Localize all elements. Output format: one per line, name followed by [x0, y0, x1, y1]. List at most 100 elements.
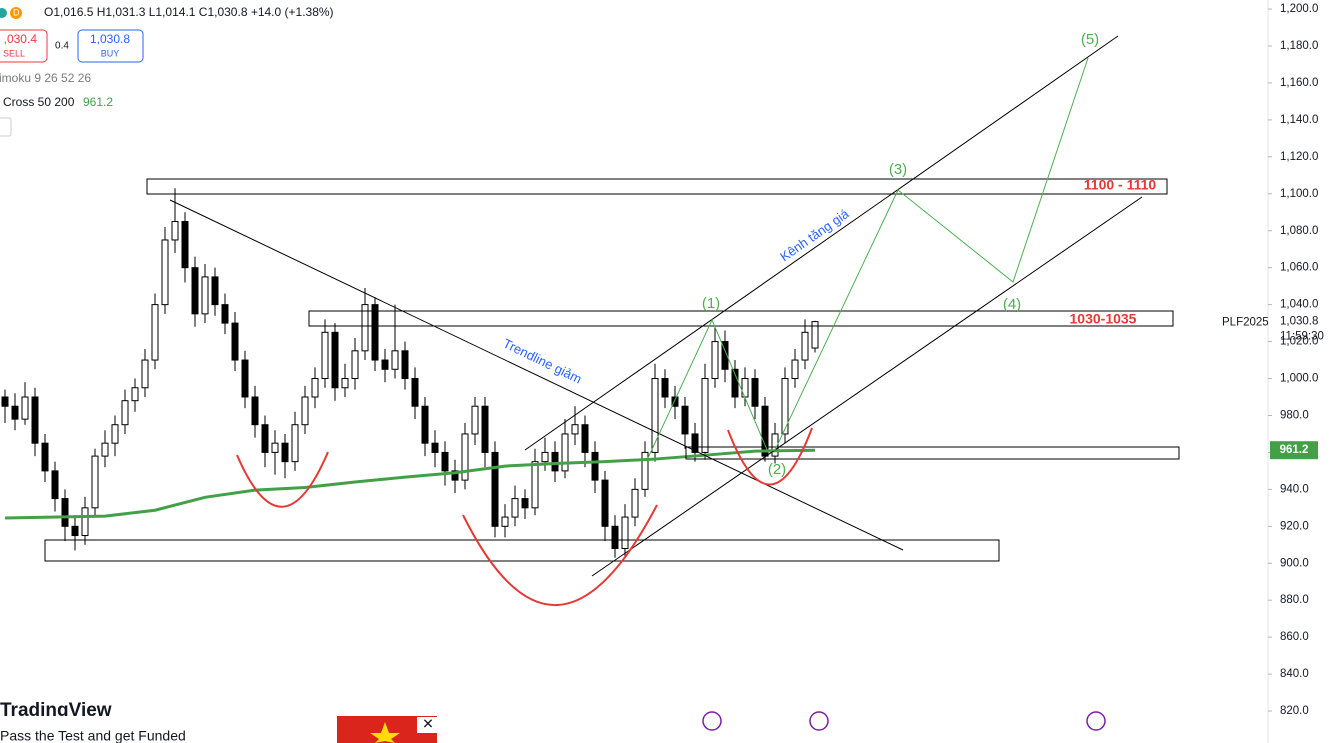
candle-body — [501, 516, 509, 527]
y-tick-label: 860.0 — [1280, 631, 1309, 643]
sell-label: SELL — [3, 48, 25, 58]
candle-body — [191, 267, 199, 315]
zone-label: 1100 - 1110 — [1084, 177, 1157, 193]
y-tick-label: 940.0 — [1280, 483, 1309, 495]
sell-button[interactable] — [0, 29, 48, 63]
event-icon[interactable] — [1086, 711, 1106, 731]
y-tick-label: 1,120.0 — [1280, 151, 1318, 163]
candle-body — [681, 405, 689, 435]
candle-body — [461, 433, 469, 481]
candle-body — [641, 451, 649, 490]
candle-body — [341, 378, 349, 389]
candle-body — [51, 470, 59, 500]
channel-label: Kênh tăng giá — [777, 206, 852, 265]
candle-body — [201, 276, 209, 315]
y-tick-label: 1,160.0 — [1280, 77, 1318, 89]
candle-body — [751, 378, 759, 407]
candle-body — [621, 516, 629, 549]
candle-body — [71, 525, 79, 537]
candle-body — [711, 341, 719, 380]
ma-tag-label: 961.2 — [1280, 444, 1309, 456]
y-tick-label: 1,000.0 — [1280, 373, 1318, 385]
candle-body — [531, 461, 539, 509]
candle-body — [811, 321, 819, 349]
candle-body — [651, 378, 659, 453]
candle-body — [1, 396, 9, 407]
candle-body — [571, 424, 579, 435]
candle-body — [381, 359, 389, 370]
candle-body — [331, 331, 339, 389]
wave — [647, 57, 1089, 459]
zone — [308, 310, 1174, 327]
wave-label: (2) — [768, 461, 786, 478]
close-icon: ✕ — [422, 716, 434, 732]
candle-body — [671, 396, 679, 407]
wave-label: (5) — [1081, 31, 1099, 48]
candle-body — [441, 451, 449, 472]
event-icon[interactable] — [809, 711, 829, 731]
candle-body — [91, 455, 99, 509]
candle-body — [281, 442, 289, 463]
candle-body — [481, 405, 489, 453]
candle-body — [391, 350, 399, 370]
ma-tag — [1270, 441, 1318, 460]
candle-body — [471, 405, 479, 435]
candle-body — [631, 488, 639, 518]
status-dot — [10, 7, 22, 19]
candle-body — [701, 378, 709, 453]
status-dot — [0, 8, 7, 18]
footer: TradingView Pass the Test and get Funded… — [0, 700, 1106, 743]
y-tick-label: 900.0 — [1280, 557, 1309, 569]
buy-button[interactable] — [77, 29, 144, 63]
sell-price: ,030.4 — [4, 32, 38, 46]
header: D O1,016.5 H1,031.3 L1,014.1 C1,030.8 +1… — [0, 5, 334, 137]
ad-close[interactable] — [417, 717, 437, 733]
logo: TradingView — [0, 700, 112, 721]
indicator: Cross 50 200 — [3, 95, 75, 109]
candle-body — [221, 304, 229, 324]
candle-body — [101, 442, 109, 457]
candle-body — [791, 359, 799, 380]
ohlc: O1,016.5 H1,031.3 L1,014.1 C1,030.8 +14.… — [44, 5, 334, 19]
trendline-label: Trendline giảm — [501, 336, 584, 387]
indicator: imoku 9 26 52 26 — [0, 71, 91, 85]
y-tick-label: 1,200.0 — [1280, 3, 1318, 15]
candle-body — [521, 498, 529, 509]
candle-body — [551, 451, 559, 472]
candle-body — [141, 359, 149, 389]
candle-body — [741, 378, 749, 398]
symbol-label: PLF2025 — [1222, 317, 1269, 329]
candle-body — [351, 350, 359, 380]
candle-body — [781, 378, 789, 435]
spread: 0.4 — [55, 41, 69, 52]
candle-body — [61, 498, 69, 527]
channel-lower — [591, 196, 1143, 577]
candle-body — [451, 470, 459, 481]
candle-body — [561, 433, 569, 472]
wave-label: (1) — [702, 295, 720, 312]
candle-body — [661, 378, 669, 398]
y-tick-label: 1,040.0 — [1280, 299, 1318, 311]
y-tick-label: 980.0 — [1280, 409, 1309, 421]
buy-price: 1,030.8 — [90, 32, 130, 46]
wave-label: (4) — [1003, 296, 1021, 313]
indicator-value: 961.2 — [83, 95, 113, 109]
ma-line — [4, 448, 816, 520]
event-icon[interactable] — [702, 711, 722, 731]
candle-body — [541, 451, 549, 463]
arc — [236, 451, 329, 508]
arc — [462, 504, 658, 606]
candle-body — [691, 433, 699, 453]
ad-bar — [0, 716, 335, 743]
buy-label: BUY — [101, 48, 120, 58]
candle-body — [401, 350, 409, 380]
y-tick-label: 840.0 — [1280, 668, 1309, 680]
candle-body — [151, 304, 159, 361]
candle-body — [81, 507, 89, 537]
collapse-button[interactable] — [0, 117, 12, 137]
y-tick-label: 1,060.0 — [1280, 262, 1318, 274]
candle-body — [171, 220, 179, 241]
candle-body — [801, 331, 809, 361]
candle-body — [131, 387, 139, 402]
